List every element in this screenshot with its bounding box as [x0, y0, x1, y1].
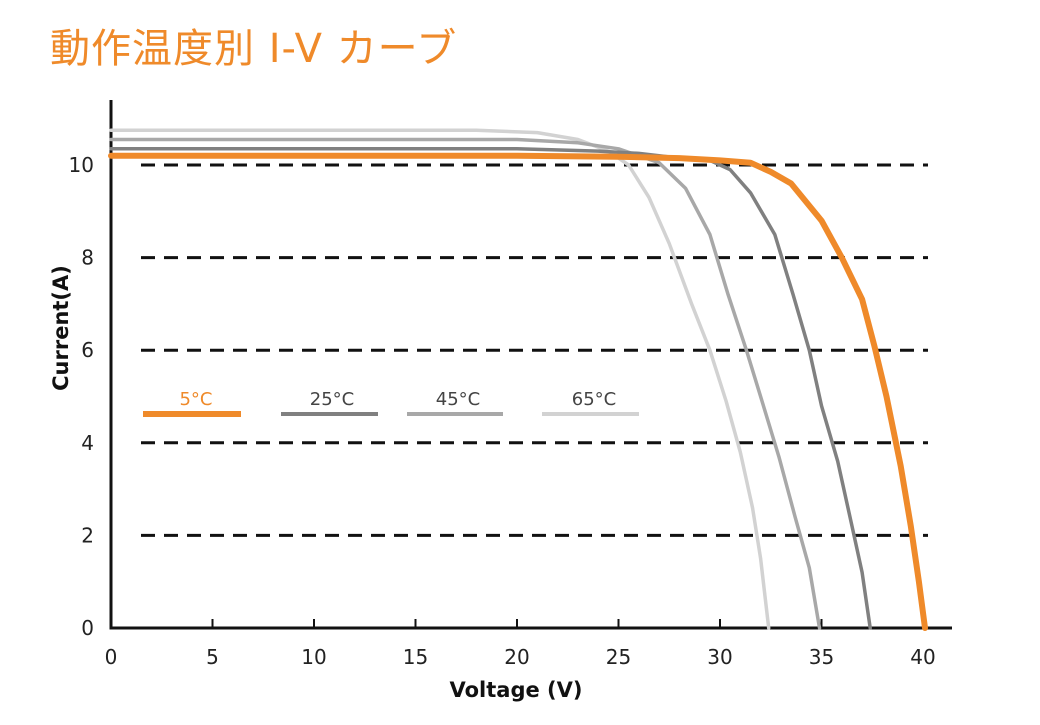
legend-label-5°C: 5°C [179, 389, 212, 410]
y-tick-10: 10 [69, 153, 94, 177]
x-tick-0: 0 [105, 645, 118, 669]
x-tick-5: 5 [206, 645, 219, 669]
x-tick-10: 10 [301, 645, 326, 669]
y-tick-8: 8 [81, 246, 94, 270]
y-axis-label: Current(A) [49, 265, 73, 391]
series-line-45°C [109, 137, 822, 630]
y-tick-0: 0 [81, 616, 94, 640]
series-lines [108, 128, 928, 631]
grid-lines [141, 163, 928, 537]
x-tick-15: 15 [403, 645, 428, 669]
x-tick-20: 20 [504, 645, 529, 669]
y-tick-labels: 0 2 4 6 8 10 [69, 153, 94, 640]
y-tick-6: 6 [81, 338, 94, 362]
legend-label-65°C: 65°C [572, 389, 616, 410]
x-tick-labels: 0 5 10 15 20 25 30 35 40 [105, 619, 936, 669]
legend: 5°C 25°C 45°C 65°C [143, 389, 639, 417]
chart-title: 動作温度別 I-V カーブ [50, 26, 458, 72]
legend-label-45°C: 45°C [436, 389, 480, 410]
y-tick-2: 2 [81, 523, 94, 547]
y-tick-4: 4 [81, 431, 94, 455]
series-line-25°C [109, 147, 872, 630]
legend-label-25°C: 25°C [310, 389, 354, 410]
x-tick-25: 25 [606, 645, 631, 669]
series-line-65°C [109, 128, 771, 630]
x-tick-30: 30 [707, 645, 732, 669]
axes [109, 100, 952, 630]
x-tick-40: 40 [910, 645, 935, 669]
series-line-5°C [108, 152, 928, 631]
x-tick-35: 35 [809, 645, 834, 669]
x-axis-label: Voltage (V) [450, 678, 583, 702]
